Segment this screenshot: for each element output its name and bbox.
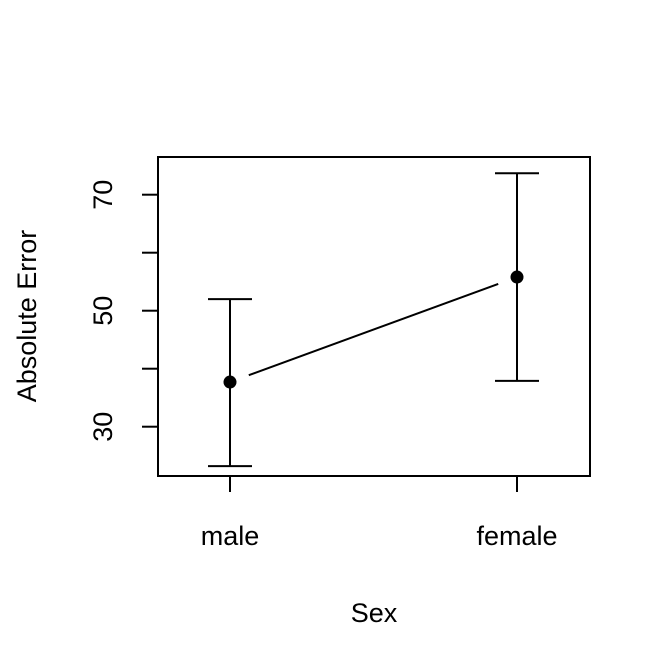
plot-frame — [157, 156, 591, 477]
x-axis-title: Sex — [351, 598, 398, 628]
x-tick-label-female: female — [476, 521, 557, 551]
x-tick-label-male: male — [201, 521, 260, 551]
y-axis: 30 50 70 — [88, 180, 158, 442]
x-axis: male female — [201, 476, 558, 551]
y-axis-title: Absolute Error — [12, 230, 42, 403]
series-line-0-0 — [248, 282, 499, 377]
y-tick-label-70: 70 — [88, 180, 118, 210]
y-tick-label-50: 50 — [88, 296, 118, 326]
plot-marks — [208, 172, 539, 468]
data-point-male — [223, 375, 237, 389]
y-tick-label-30: 30 — [88, 412, 118, 442]
data-point-female — [510, 270, 524, 284]
